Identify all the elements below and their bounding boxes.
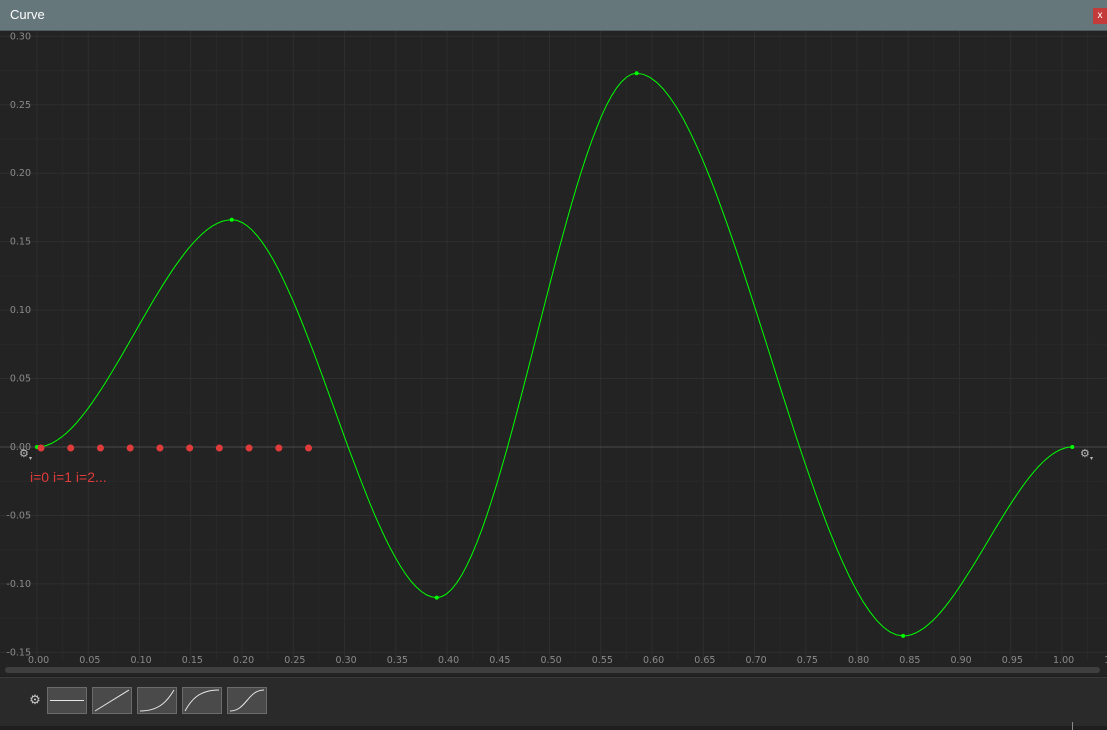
preset-ease-out-icon xyxy=(184,689,220,712)
y-tick-label: 0.20 xyxy=(10,168,31,179)
x-axis-ticks: 0.00 0.05 0.10 0.15 0.20 0.25 0.30 0.35 0.40 0.45… xyxy=(28,655,1107,666)
x-tick-label: 0.35 xyxy=(387,655,408,666)
x-tick-label: 0.90 xyxy=(951,655,972,666)
window-titlebar[interactable]: Curve x xyxy=(0,0,1107,31)
y-tick-label: -0.10 xyxy=(6,579,31,590)
preset-curve-shape xyxy=(229,689,265,712)
preset-toolbar: ⚙ xyxy=(0,677,1107,726)
preset-ease-out-button[interactable] xyxy=(182,687,222,714)
y-tick-label: 0.10 xyxy=(10,305,31,316)
sample-point xyxy=(245,444,253,452)
y-tick-label: 0.00 xyxy=(10,442,31,453)
sample-point xyxy=(305,444,313,452)
sample-points xyxy=(37,444,313,452)
svg-text:▾: ▾ xyxy=(29,455,32,462)
window-title: Curve xyxy=(10,7,45,22)
y-tick-label: 0.30 xyxy=(10,31,31,42)
preset-curve-shape xyxy=(94,689,130,712)
x-tick-label: 0.05 xyxy=(79,655,100,666)
keyframe-point xyxy=(634,71,639,76)
preset-ease-in-out-icon xyxy=(229,689,265,712)
y-tick-label: -0.15 xyxy=(6,647,31,658)
preset-ease-in-icon xyxy=(139,689,175,712)
preset-ease-in-button[interactable] xyxy=(137,687,177,714)
preset-linear-icon xyxy=(94,689,130,712)
sample-point xyxy=(186,444,194,452)
sample-point xyxy=(156,444,164,452)
svg-text:⚙: ⚙ xyxy=(1080,447,1090,460)
x-tick-label: 0.45 xyxy=(489,655,510,666)
horizontal-scrollbar[interactable] xyxy=(5,667,1100,673)
sample-point xyxy=(37,444,45,452)
left-wrap-gear-icon[interactable]: ⚙ ▾ xyxy=(19,447,32,462)
right-wrap-gear-icon[interactable]: ⚙ ▾ xyxy=(1080,447,1093,462)
x-tick-label: 0.20 xyxy=(233,655,254,666)
sample-point xyxy=(215,444,223,452)
x-tick-label: 0.55 xyxy=(592,655,613,666)
x-tick-label: 0.75 xyxy=(797,655,818,666)
x-tick-label: 0.95 xyxy=(1002,655,1023,666)
x-tick-label: 0.50 xyxy=(541,655,562,666)
preset-constant-button[interactable] xyxy=(47,687,87,714)
sample-point xyxy=(96,444,104,452)
plot-background xyxy=(0,31,1107,676)
keyframe-point xyxy=(1070,445,1075,449)
x-tick-label: 0.10 xyxy=(131,655,152,666)
sample-point xyxy=(67,444,75,452)
svg-text:⚙: ⚙ xyxy=(19,447,29,460)
curve-editor-canvas[interactable]: 0.30 0.25 0.20 0.15 0.10 0.05 0.00 -0.05 -0.10 -0… xyxy=(0,31,1107,676)
sample-point xyxy=(126,444,134,452)
x-tick-label: 0.00 xyxy=(28,655,49,666)
close-button[interactable]: x xyxy=(1093,8,1107,24)
x-tick-label: 0.65 xyxy=(694,655,715,666)
grid xyxy=(0,31,1107,661)
gear-icon[interactable]: ⚙ xyxy=(29,693,41,708)
sample-point xyxy=(275,444,283,452)
x-tick-label: 0.70 xyxy=(746,655,767,666)
y-tick-label: 0.15 xyxy=(10,237,31,248)
y-tick-label: -0.05 xyxy=(6,510,31,521)
sample-annotation: i=0 i=1 i=2... xyxy=(30,469,107,485)
keyframe-point xyxy=(229,217,234,222)
preset-curve-shape xyxy=(184,689,220,712)
preset-ease-in-out-button[interactable] xyxy=(227,687,267,714)
preset-constant-icon xyxy=(50,700,84,701)
svg-text:▾: ▾ xyxy=(1090,455,1093,462)
x-tick-label: 0.85 xyxy=(899,655,920,666)
x-tick-label: 0.40 xyxy=(438,655,459,666)
y-axis-ticks: 0.30 0.25 0.20 0.15 0.10 0.05 0.00 -0.05 -0.10 -0… xyxy=(6,31,31,658)
keyframe-point xyxy=(434,595,439,600)
preset-curve-shape xyxy=(139,689,175,712)
x-tick-label: 0.15 xyxy=(182,655,203,666)
y-tick-label: 0.25 xyxy=(10,100,31,111)
y-tick-label: 0.05 xyxy=(10,374,31,385)
keyframe-point xyxy=(901,633,906,638)
preset-linear-button[interactable] xyxy=(92,687,132,714)
cursor-mark xyxy=(1072,722,1073,730)
curve-line[interactable] xyxy=(36,72,1073,637)
x-tick-label: 0.60 xyxy=(643,655,664,666)
x-tick-label: 0.80 xyxy=(848,655,869,666)
x-tick-label: 1 xyxy=(1104,655,1107,666)
x-tick-label: 0.30 xyxy=(336,655,357,666)
x-tick-label: 0.25 xyxy=(284,655,305,666)
keyframes xyxy=(35,71,1075,638)
x-tick-label: 1.00 xyxy=(1053,655,1074,666)
